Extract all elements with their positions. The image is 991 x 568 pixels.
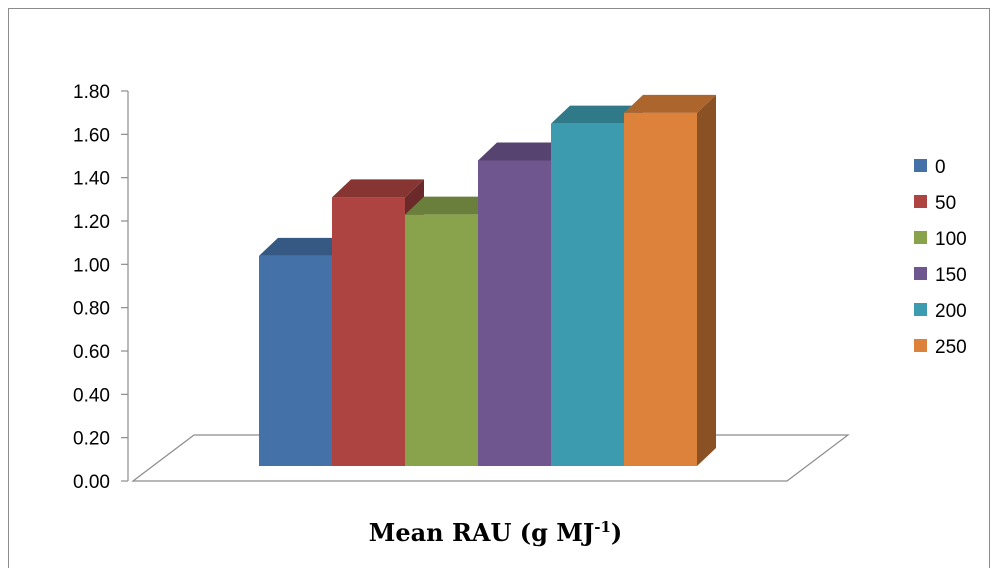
bar [624, 112, 697, 466]
bar [551, 123, 624, 467]
bar [478, 160, 551, 466]
y-tick-label: 1.00 [73, 255, 110, 276]
legend-swatch [914, 339, 927, 352]
legend-label: 250 [935, 337, 967, 358]
legend-label: 150 [935, 265, 967, 286]
bar-top [478, 142, 570, 161]
bar-top [405, 196, 497, 215]
x-axis-title-sup: -1 [594, 518, 611, 536]
bar-side [697, 94, 716, 466]
y-tick-label: 1.40 [73, 169, 110, 190]
legend-swatch [914, 231, 927, 244]
legend-swatch [914, 303, 927, 316]
legend-label: 100 [935, 229, 967, 250]
bar [259, 255, 332, 466]
x-axis-title-text: Mean RAU (g MJ [368, 518, 595, 547]
y-tick-label: 0.20 [73, 429, 110, 450]
bar-top [259, 237, 351, 256]
bar [332, 197, 405, 467]
legend-swatch [914, 159, 927, 172]
x-axis-title-close: ) [610, 518, 623, 547]
legend-label: 200 [935, 301, 967, 322]
y-tick-label: 0.00 [73, 472, 110, 493]
y-tick-label: 1.80 [73, 82, 110, 103]
chart-floor [131, 434, 850, 482]
bar-top [332, 179, 424, 198]
bar [405, 214, 478, 466]
bar-top [624, 94, 716, 113]
bar-top [551, 105, 643, 124]
legend-swatch [914, 195, 927, 208]
legend-label: 50 [935, 193, 956, 214]
y-tick-label: 0.60 [73, 342, 110, 363]
y-tick-label: 0.80 [73, 299, 110, 320]
y-tick-label: 1.60 [73, 125, 110, 146]
y-tick-label: 1.20 [73, 212, 110, 233]
x-axis-title: Mean RAU (g MJ-1) [0, 518, 991, 547]
legend-swatch [914, 267, 927, 280]
legend-label: 0 [935, 157, 946, 178]
y-tick-label: 0.40 [73, 385, 110, 406]
